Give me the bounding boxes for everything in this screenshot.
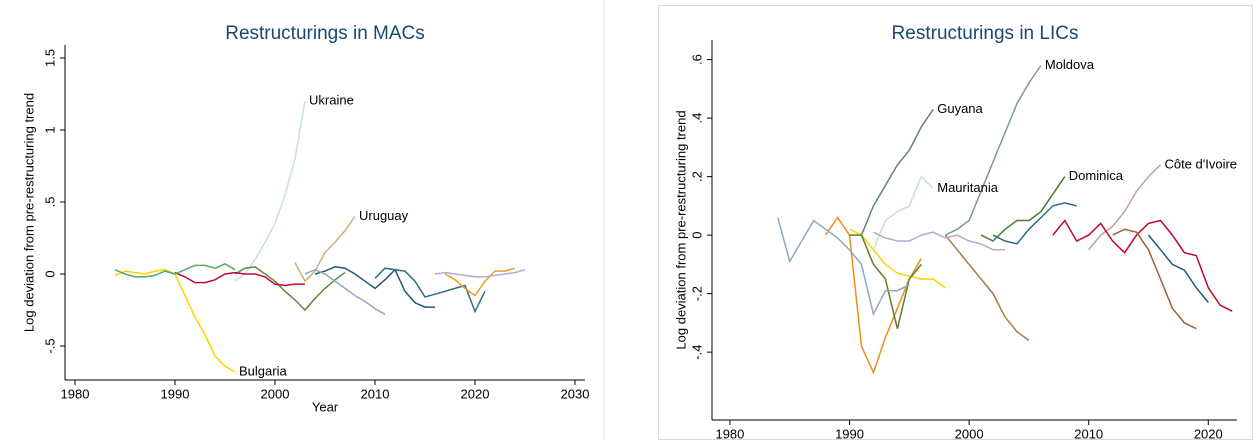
- y-tick-label: .2: [689, 171, 704, 182]
- x-tick-label: 2010: [361, 386, 390, 401]
- series-line: [860, 108, 934, 236]
- y-tick-label: 1: [42, 126, 57, 133]
- series-label: Ukraine: [309, 93, 354, 108]
- y-axis-label: Log deviation from pre-restructuring tre…: [21, 93, 36, 332]
- series-line: [944, 234, 1030, 342]
- series-line: [234, 266, 346, 312]
- series-label: Uruguay: [359, 208, 409, 223]
- y-tick-label: -.5: [42, 338, 57, 353]
- series-line: [980, 176, 1066, 242]
- y-tick-label: -.4: [689, 345, 704, 360]
- series-line: [1052, 219, 1233, 312]
- series-line: [1147, 234, 1209, 303]
- x-axis-label: Year: [312, 399, 339, 414]
- y-tick-label: 1.5: [42, 49, 57, 67]
- y-tick-label: 0: [689, 232, 704, 239]
- series-line: [304, 268, 386, 315]
- series-label: Dominica: [1069, 168, 1124, 183]
- x-tick-label: 2030: [561, 386, 590, 401]
- y-tick-label: .6: [689, 54, 704, 65]
- series-label: Bulgaria: [239, 363, 287, 378]
- series-line: [992, 202, 1077, 245]
- x-tick-label: 1990: [161, 386, 190, 401]
- x-tick-label: 1980: [61, 386, 90, 401]
- series-label: Mauritania: [937, 180, 998, 195]
- series-line: [294, 215, 356, 283]
- series-line: [374, 267, 486, 314]
- y-tick-label: -.2: [689, 286, 704, 301]
- x-tick-label: 2020: [461, 386, 490, 401]
- series-label: Guyana: [937, 101, 983, 116]
- series-line: [174, 271, 305, 287]
- series-line: [777, 217, 910, 317]
- series-line: [444, 267, 516, 297]
- series-line: [849, 228, 946, 289]
- x-tick-label: 1980: [715, 426, 744, 440]
- x-tick-label: 1990: [835, 426, 864, 440]
- series-line: [314, 266, 435, 308]
- x-tick-label: 2010: [1074, 426, 1103, 440]
- series-line: [849, 234, 922, 329]
- chart-title: Restructurings in LICs: [892, 23, 1079, 44]
- y-tick-label: .4: [689, 113, 704, 124]
- x-tick-label: 2020: [1194, 426, 1223, 440]
- series-line: [1088, 164, 1162, 251]
- y-axis-label: Log deviation from pre-restructuring tre…: [673, 110, 688, 349]
- series-label: Côte d'Ivoire: [1164, 156, 1237, 171]
- series-line: [434, 268, 526, 278]
- series-line: [1112, 228, 1197, 330]
- series-line: [944, 65, 1042, 236]
- series-line: [873, 231, 1005, 251]
- series-line: [114, 263, 236, 278]
- y-tick-label: .5: [42, 197, 57, 208]
- series-line: [824, 216, 922, 375]
- x-tick-label: 2000: [955, 426, 984, 440]
- y-tick-label: 0: [42, 270, 57, 277]
- x-tick-label: 2000: [261, 386, 290, 401]
- series-line: [872, 175, 934, 250]
- series-line: [234, 101, 306, 282]
- series-line: [114, 268, 236, 373]
- chart-title: Restructurings in MACs: [225, 23, 425, 44]
- series-label: Moldova: [1045, 57, 1095, 72]
- panel-frame: [658, 5, 1253, 440]
